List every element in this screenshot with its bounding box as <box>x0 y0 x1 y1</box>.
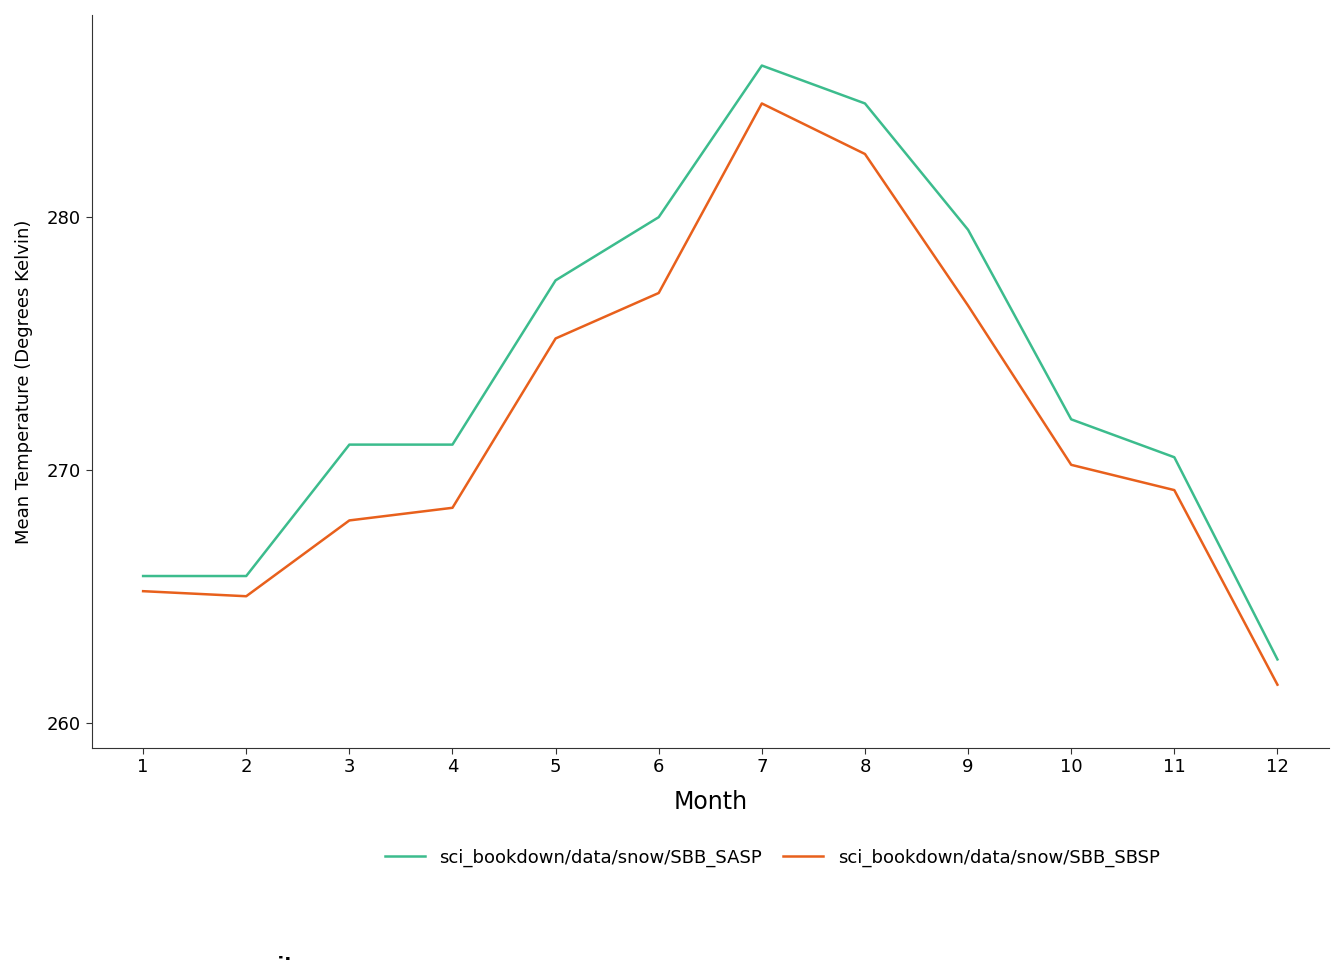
sci_bookdown/data/snow/SBB_SBSP <box>857 148 874 159</box>
sci_bookdown/data/snow/SBB_SBSP <box>238 590 254 602</box>
sci_bookdown/data/snow/SBB_SBSP <box>341 515 358 526</box>
Y-axis label: Mean Temperature (Degrees Kelvin): Mean Temperature (Degrees Kelvin) <box>15 219 34 543</box>
sci_bookdown/data/snow/SBB_SBSP <box>650 287 667 299</box>
sci_bookdown/data/snow/SBB_SBSP <box>1063 459 1079 470</box>
sci_bookdown/data/snow/SBB_SASP <box>650 211 667 223</box>
sci_bookdown/data/snow/SBB_SBSP <box>754 98 770 109</box>
Line: sci_bookdown/data/snow/SBB_SASP: sci_bookdown/data/snow/SBB_SASP <box>142 65 1277 660</box>
sci_bookdown/data/snow/SBB_SBSP <box>1167 485 1183 496</box>
Text: site: site <box>266 956 306 960</box>
sci_bookdown/data/snow/SBB_SASP <box>547 275 563 286</box>
sci_bookdown/data/snow/SBB_SASP <box>341 439 358 450</box>
sci_bookdown/data/snow/SBB_SASP <box>445 439 461 450</box>
Legend: sci_bookdown/data/snow/SBB_SASP, sci_bookdown/data/snow/SBB_SBSP: sci_bookdown/data/snow/SBB_SASP, sci_boo… <box>384 849 1160 867</box>
sci_bookdown/data/snow/SBB_SASP <box>960 224 976 235</box>
sci_bookdown/data/snow/SBB_SASP <box>1167 451 1183 463</box>
sci_bookdown/data/snow/SBB_SBSP <box>134 586 151 597</box>
sci_bookdown/data/snow/SBB_SASP <box>238 570 254 582</box>
sci_bookdown/data/snow/SBB_SASP <box>754 60 770 71</box>
sci_bookdown/data/snow/SBB_SBSP <box>960 300 976 311</box>
sci_bookdown/data/snow/SBB_SASP <box>1269 654 1285 665</box>
sci_bookdown/data/snow/SBB_SBSP <box>445 502 461 514</box>
sci_bookdown/data/snow/SBB_SBSP <box>1269 679 1285 690</box>
sci_bookdown/data/snow/SBB_SASP <box>134 570 151 582</box>
sci_bookdown/data/snow/SBB_SASP <box>857 98 874 109</box>
X-axis label: Month: Month <box>673 790 747 814</box>
sci_bookdown/data/snow/SBB_SASP <box>1063 414 1079 425</box>
Line: sci_bookdown/data/snow/SBB_SBSP: sci_bookdown/data/snow/SBB_SBSP <box>142 104 1277 684</box>
sci_bookdown/data/snow/SBB_SBSP <box>547 333 563 345</box>
